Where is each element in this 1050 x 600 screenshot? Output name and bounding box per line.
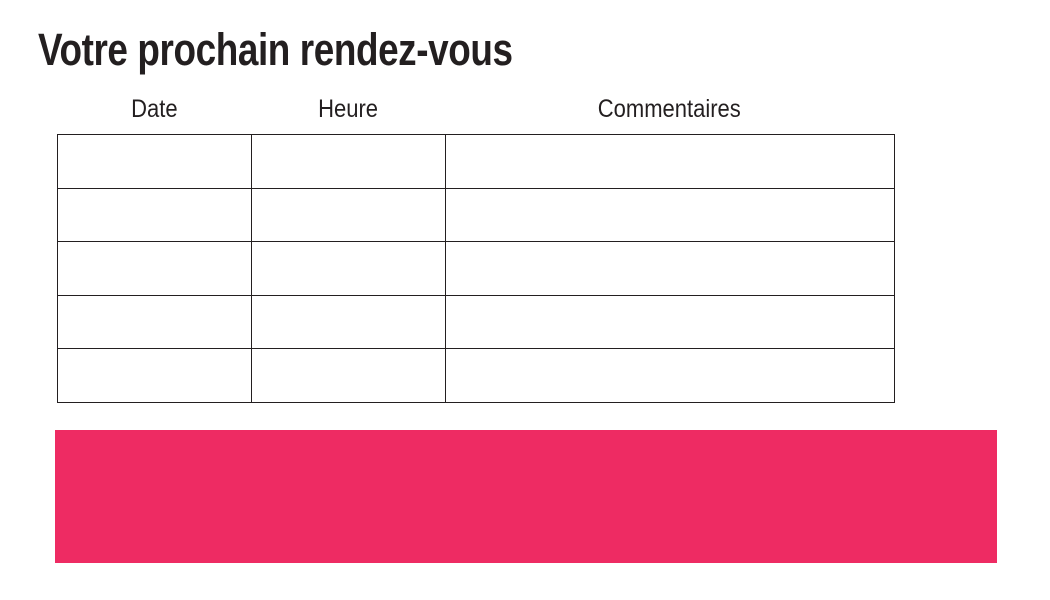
table-cell: [445, 134, 895, 189]
table-cell: [57, 294, 252, 349]
column-header-heure: Heure: [251, 95, 445, 124]
table-cell: [251, 187, 446, 242]
table-cell: [251, 348, 446, 403]
table-cell: [445, 294, 895, 349]
column-header-commentaires: Commentaires: [445, 95, 894, 124]
table-cell: [251, 294, 446, 349]
column-header-date-label: Date: [130, 94, 178, 123]
table-cell: [57, 187, 252, 242]
table-cell: [57, 348, 252, 403]
table-row: [57, 241, 895, 296]
table-row: [57, 348, 895, 403]
column-header-date: Date: [57, 95, 251, 124]
appointments-table: [57, 134, 895, 403]
column-header-commentaires-label: Commentaires: [597, 94, 742, 123]
table-cell: [251, 241, 446, 296]
table-cell: [445, 187, 895, 242]
table-cell: [445, 348, 895, 403]
table-row: [57, 134, 895, 189]
table-cell: [57, 241, 252, 296]
table-cell: [251, 134, 446, 189]
column-header-heure-label: Heure: [318, 94, 378, 123]
table-row: [57, 187, 895, 242]
appointments-table-body: [57, 134, 895, 403]
table-cell: [445, 241, 895, 296]
highlight-banner: [55, 430, 997, 563]
page-title: Votre prochain rendez-vous: [38, 24, 513, 75]
table-header-row: Date Heure Commentaires: [57, 92, 894, 126]
table-row: [57, 294, 895, 349]
table-cell: [57, 134, 252, 189]
